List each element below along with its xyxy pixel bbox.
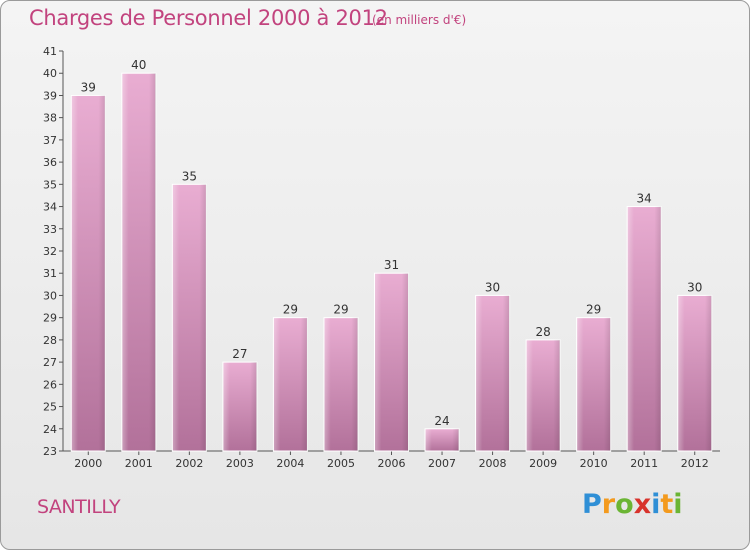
- y-tick-label: 36: [43, 156, 57, 169]
- data-label: 31: [384, 258, 399, 272]
- bar-shade: [425, 428, 460, 451]
- bar-shade: [526, 339, 561, 451]
- bar-shade: [323, 317, 358, 451]
- data-label: 27: [232, 347, 247, 361]
- bar-shade: [273, 317, 308, 451]
- chart-axes: 23 24 25 26 27 28 29 30 31 32 33 34 35 36 37 38 39 40 41 20…: [43, 45, 720, 470]
- data-label: 30: [485, 280, 500, 294]
- bar-shade: [627, 206, 662, 451]
- y-tick-label: 33: [43, 223, 57, 236]
- logo-text: Proxiti: [582, 489, 683, 520]
- x-tick-label: 2006: [378, 457, 406, 470]
- bar-shade: [172, 184, 207, 452]
- bar-shade: [475, 295, 510, 451]
- data-label: 34: [637, 192, 652, 206]
- data-label: 24: [434, 414, 449, 428]
- bar-shade: [222, 362, 257, 451]
- bar-group: [525, 339, 561, 452]
- y-tick-label: 27: [43, 356, 57, 369]
- bar-group: [323, 317, 359, 452]
- chart-title: Charges de Personnel 2000 à 2012: [29, 6, 388, 30]
- x-tick-label: 2012: [681, 457, 709, 470]
- x-tick-label: 2000: [74, 457, 102, 470]
- y-tick-label: 40: [43, 67, 57, 80]
- x-tick-label: 2008: [479, 457, 507, 470]
- bar-group: [222, 361, 258, 452]
- bar-group: [475, 294, 511, 452]
- data-label: 29: [333, 303, 348, 317]
- data-label: 29: [586, 303, 601, 317]
- x-tick-label: 2003: [226, 457, 254, 470]
- x-tick-label: 2009: [529, 457, 557, 470]
- chart-subtitle: (en milliers d'€): [372, 13, 467, 27]
- bar-group: [121, 72, 157, 452]
- y-tick-label: 23: [43, 445, 57, 458]
- y-tick-label: 32: [43, 245, 57, 258]
- y-tick-label: 37: [43, 134, 57, 147]
- y-tick-label: 31: [43, 267, 57, 280]
- y-tick-label: 34: [43, 201, 57, 214]
- bar-group: [576, 317, 612, 452]
- y-tick-label: 26: [43, 378, 57, 391]
- y-tick-label: 39: [43, 89, 57, 102]
- data-label: 30: [687, 280, 702, 294]
- data-label: 35: [182, 169, 197, 183]
- y-tick-label: 38: [43, 112, 57, 125]
- bar-group: [626, 206, 662, 452]
- y-tick-label: 24: [43, 423, 57, 436]
- bar-shade: [374, 273, 409, 451]
- data-label: 40: [131, 58, 146, 72]
- x-tick-label: 2004: [276, 457, 304, 470]
- proxiti-logo: Proxiti: [582, 489, 683, 520]
- y-tick-label: 25: [43, 401, 57, 414]
- bar-group: [374, 272, 409, 452]
- x-tick-label: 2010: [580, 457, 608, 470]
- y-tick-label: 30: [43, 289, 57, 302]
- bar-group: [171, 183, 207, 452]
- bar-group: [272, 317, 308, 452]
- bar-shade: [576, 317, 611, 451]
- x-tick-label: 2002: [175, 457, 203, 470]
- y-tick-label: 28: [43, 334, 57, 347]
- bar-group: [70, 94, 106, 452]
- x-tick-label: 2001: [125, 457, 153, 470]
- city-name: SANTILLY: [37, 496, 121, 518]
- bar-shade: [71, 95, 106, 451]
- y-tick-label: 41: [43, 45, 57, 58]
- y-tick-label: 29: [43, 312, 57, 325]
- data-label: 39: [81, 80, 96, 94]
- bar-group: [677, 294, 713, 452]
- data-label: 28: [535, 325, 550, 339]
- bar-shade: [121, 73, 156, 451]
- x-tick-label: 2005: [327, 457, 355, 470]
- bar-group: [424, 428, 460, 452]
- x-tick-label: 2011: [630, 457, 658, 470]
- chart-bars: 39 40 35 27 29 29 31 24 30 28 29 34 30: [70, 58, 713, 452]
- x-tick-label: 2007: [428, 457, 456, 470]
- data-label: 29: [283, 303, 298, 317]
- bar-shade: [677, 295, 712, 451]
- y-tick-label: 35: [43, 178, 57, 191]
